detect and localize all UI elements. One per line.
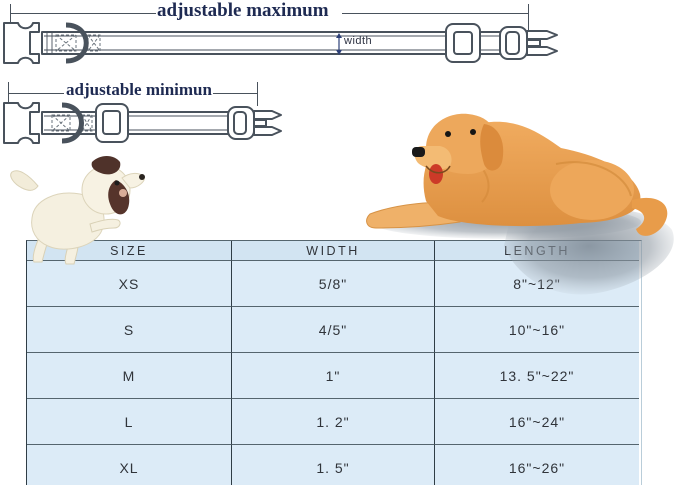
triglide-slider-icon bbox=[445, 23, 481, 63]
table-row: S 4/5" 10"~16" bbox=[27, 307, 641, 353]
collar-diagram-min bbox=[3, 102, 282, 144]
header-width: WIDTH bbox=[232, 241, 435, 261]
dimension-line bbox=[8, 93, 64, 94]
size-chart-table: SIZE WIDTH LENGTH XS 5/8" 8"~12" S 4/5" … bbox=[26, 240, 642, 485]
puppy-body bbox=[10, 170, 121, 265]
stitch-box-icon bbox=[55, 34, 101, 52]
d-ring-icon bbox=[65, 22, 89, 64]
puppy-ear-patch bbox=[108, 180, 130, 215]
retriever-nose bbox=[412, 147, 425, 157]
stitch-box-icon bbox=[51, 114, 93, 132]
table-row: M 1" 13. 5"~22" bbox=[27, 353, 641, 399]
length-cell: 13. 5"~22" bbox=[435, 353, 639, 399]
collar-diagram-max bbox=[3, 22, 558, 64]
dimension-line bbox=[342, 13, 528, 14]
dimension-end-bar bbox=[257, 82, 258, 106]
table-row: XL 1. 5" 16"~26" bbox=[27, 445, 641, 485]
retriever-head bbox=[412, 113, 504, 184]
size-cell: M bbox=[27, 353, 232, 399]
puppy-nose bbox=[139, 174, 145, 180]
width-cell: 1" bbox=[232, 353, 435, 399]
puppy-head bbox=[81, 156, 145, 215]
width-cell: 1. 2" bbox=[232, 399, 435, 445]
retriever-ear bbox=[480, 124, 504, 171]
width-cell: 4/5" bbox=[232, 307, 435, 353]
size-cell: XS bbox=[27, 261, 232, 307]
d-ring-icon bbox=[61, 102, 84, 144]
retriever-eye bbox=[445, 131, 451, 137]
buckle-male-icon bbox=[227, 106, 282, 140]
table-row: L 1. 2" 16"~24" bbox=[27, 399, 641, 445]
retriever-tongue bbox=[429, 164, 443, 184]
width-cell: 1. 5" bbox=[232, 445, 435, 485]
triglide-slider-icon bbox=[95, 103, 129, 143]
dimension-line bbox=[213, 93, 257, 94]
length-cell: 16"~26" bbox=[435, 445, 639, 485]
length-cell: 10"~16" bbox=[435, 307, 639, 353]
adjustable-minimum-label: adjustable minimun bbox=[66, 80, 212, 99]
width-arrow-icon bbox=[336, 33, 342, 55]
length-cell: 16"~24" bbox=[435, 399, 639, 445]
width-cell: 5/8" bbox=[232, 261, 435, 307]
retriever-tail bbox=[632, 197, 668, 236]
collar-strap bbox=[41, 111, 231, 135]
buckle-female-icon bbox=[3, 22, 40, 64]
width-label: width bbox=[344, 35, 373, 47]
puppy-illustration bbox=[10, 156, 145, 265]
size-cell: S bbox=[27, 307, 232, 353]
dimension-end-bar bbox=[528, 4, 529, 30]
retriever-illustration bbox=[366, 113, 674, 295]
puppy-eye bbox=[114, 180, 120, 186]
buckle-male-icon bbox=[499, 26, 558, 60]
puppy-ear bbox=[91, 156, 121, 175]
dimension-end-bar bbox=[10, 4, 11, 30]
buckle-female-icon bbox=[3, 102, 40, 144]
puppy-blush bbox=[119, 189, 127, 197]
collar-strap bbox=[41, 31, 503, 55]
size-cell: XL bbox=[27, 445, 232, 485]
retriever-eye bbox=[470, 129, 476, 135]
adjustable-maximum-label: adjustable maximum bbox=[157, 0, 329, 21]
dimension-line bbox=[10, 13, 156, 14]
dimension-end-bar bbox=[8, 82, 9, 106]
size-cell: L bbox=[27, 399, 232, 445]
